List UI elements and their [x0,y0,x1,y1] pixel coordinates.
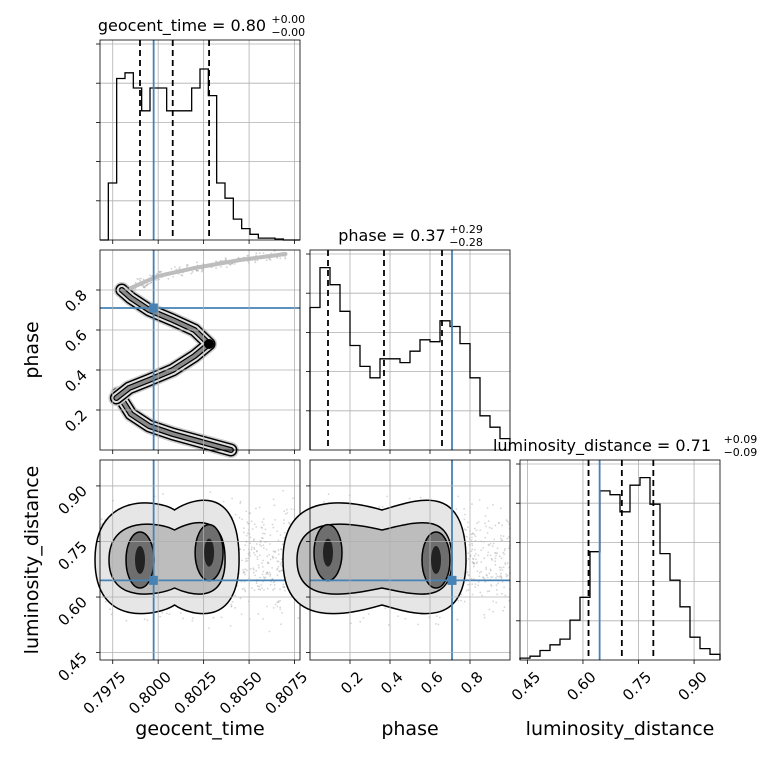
hist-luminosity_distance-frame [519,459,721,661]
hist-phase-title: phase = 0.37 [338,226,445,245]
yaxis-label-luminosity_distance: luminosity_distance [21,466,43,655]
pair-geocent_time-luminosity_distance-truth-marker [149,575,159,585]
hist-luminosity_distance-step [519,476,721,660]
pair-geocent_time-luminosity_distance-xtick-label-3: 0.8050 [216,668,266,718]
pair-phase-luminosity_distance-xtick-label-3: 0.8 [457,668,487,698]
hist-geocent_time-step [100,68,300,241]
xaxis-label-geocent_time: geocent_time [135,718,264,740]
pair-geocent_time-phase-ytick-label-3: 0.8 [61,286,91,316]
pair-phase-luminosity_distance-frame [309,459,511,661]
pair-geocent_time-luminosity_distance-xtick-label-4: 0.8075 [261,668,311,718]
pair-geocent_time-luminosity_distance-xtick-label-0: 0.7975 [80,668,130,718]
xaxis-label-phase: phase [381,718,438,740]
pair-phase-luminosity_distance-xtick-label-1: 0.4 [377,668,407,698]
hist-phase-step [309,266,511,450]
pair-geocent_time-luminosity_distance-xtick-label-1: 0.8000 [125,668,175,718]
hist-luminosity_distance-xtick-label-0: 0.45 [508,668,544,704]
pair-geocent_time-phase-ytick-label-0: 0.2 [61,406,91,436]
pair-geocent_time-phase-truth-marker [149,303,159,313]
hist-luminosity_distance-xtick-label-3: 0.90 [674,668,710,704]
pair-geocent_time-luminosity_distance-xtick-label-2: 0.8025 [171,668,221,718]
hist-geocent_time-frame [99,39,301,241]
hist-luminosity_distance-xtick-label-2: 0.75 [619,668,655,704]
pair-phase-luminosity_distance-group [282,460,511,660]
pair-geocent_time-luminosity_distance-ytick-label-2: 0.75 [54,538,90,574]
pair-phase-luminosity_distance-xtick-label-2: 0.6 [417,668,447,698]
pair-phase-luminosity_distance-blob-core-1 [431,546,441,574]
pair-geocent_time-phase-tail-2 [128,252,288,290]
hist-geocent_time-title: geocent_time = 0.80 [98,16,266,36]
pair-geocent_time-luminosity_distance-ytick-label-0: 0.45 [54,649,90,685]
hist-geocent_time-title-plus: +0.00 [271,13,305,26]
pair-geocent_time-luminosity_distance-blob-core-0 [135,546,145,574]
hist-phase-frame [309,249,511,451]
pair-geocent_time-phase-peak [204,339,215,349]
pair-geocent_time-phase-ytick-label-1: 0.4 [61,366,91,396]
xaxis-label-luminosity_distance: luminosity_distance [526,718,715,740]
pair-phase-luminosity_distance-blob-core-0 [323,538,333,567]
hist-phase-title-minus: −0.28 [449,236,483,249]
hist-luminosity_distance-xtick-label-1: 0.60 [563,668,599,704]
hist-luminosity_distance-title-plus: +0.09 [724,433,758,446]
pair-geocent_time-phase-frame [99,249,301,451]
pair-geocent_time-luminosity_distance-ytick-label-1: 0.60 [54,593,90,629]
pair-geocent_time-phase-group [100,250,300,458]
yaxis-label-phase: phase [21,321,43,378]
pair-geocent_time-luminosity_distance-group [94,460,301,660]
pair-phase-luminosity_distance-truth-marker [447,575,457,585]
pair-geocent_time-luminosity_distance-ytick-label-3: 0.90 [54,482,90,518]
pair-geocent_time-phase-ytick-label-2: 0.6 [61,326,91,356]
hist-luminosity_distance-title: luminosity_distance = 0.71 [493,436,711,456]
pair-phase-luminosity_distance-xtick-label-0: 0.2 [337,668,367,698]
hist-luminosity_distance-title-minus: −0.09 [724,446,758,459]
pair-geocent_time-phase-core-0 [116,392,233,452]
pair-geocent_time-luminosity_distance-blob-core-1 [204,538,215,567]
hist-geocent_time-title-minus: −0.00 [271,26,305,39]
hist-phase-title-plus: +0.29 [449,223,483,236]
